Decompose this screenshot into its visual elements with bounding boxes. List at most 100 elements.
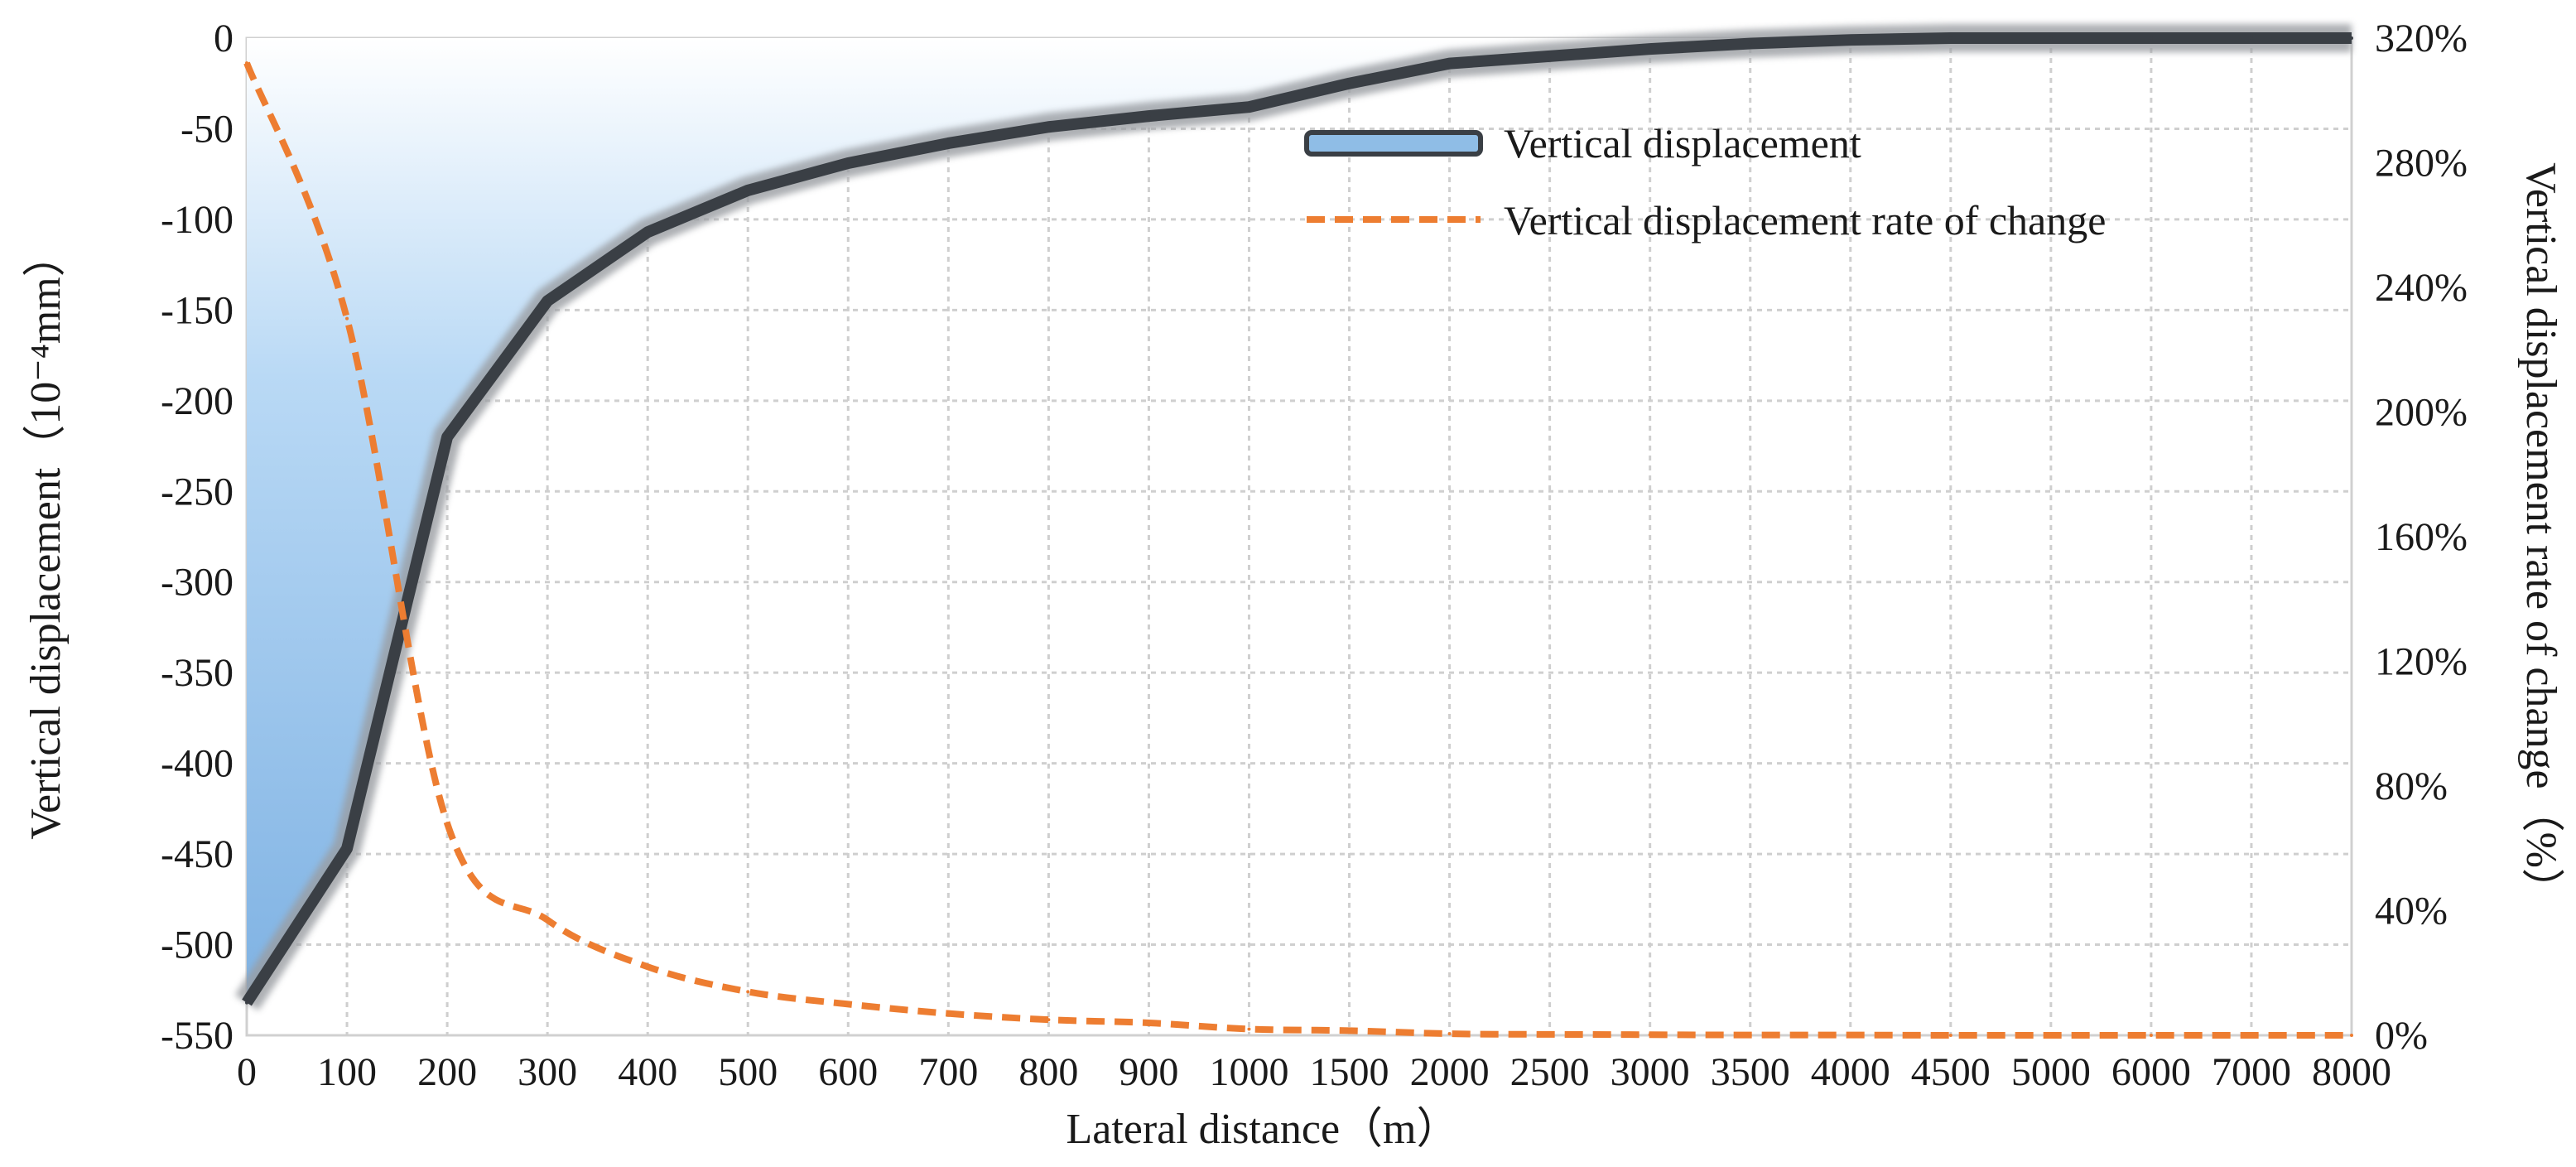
legend-label-rate-of-change: Vertical displacement rate of change: [1504, 197, 2106, 244]
vertical-displacement-point: [946, 141, 951, 145]
rate-of-change-line: [243, 61, 2352, 1039]
x-tick-label: 8000: [2312, 1050, 2391, 1094]
x-tick-label: 7000: [2212, 1050, 2291, 1094]
y2-tick-label: 160%: [2375, 515, 2468, 559]
rate-of-change-point: [846, 1002, 850, 1006]
vertical-displacement-point: [245, 1001, 248, 1005]
vertical-displacement-point: [345, 846, 349, 851]
rate-of-change-point: [1247, 1027, 1251, 1031]
area-edge-line: [242, 32, 2352, 1006]
y-tick-label: -400: [161, 742, 234, 786]
y2-tick-label: 120%: [2375, 640, 2468, 684]
y-tick-label: -250: [161, 470, 234, 514]
vertical-displacement-point: [2249, 36, 2253, 40]
y-tick-label: -500: [161, 923, 234, 967]
vertical-displacement-point: [1247, 105, 1251, 109]
vertical-displacement-point: [546, 299, 550, 303]
x-tick-label: 2000: [1410, 1050, 1490, 1094]
y-axis-left-ticks: 0 -50 -100 -150 -200 -250 -300 -350 -400 -450 -500…: [161, 17, 234, 1058]
line-series-rate-of-change: [243, 61, 2353, 1039]
y-axis-right-title: Vertical displacement rate of change（%）: [2517, 162, 2564, 911]
vertical-displacement-point: [1648, 47, 1652, 51]
rate-of-change-point: [746, 990, 750, 994]
y-axis-right-ticks: 0% 40% 80% 120% 160% 200% 240% 280% 320%: [2375, 17, 2468, 1058]
y-tick-label: 0: [214, 17, 234, 60]
rate-of-change-point: [2149, 1034, 2153, 1037]
vertical-displacement-point: [1748, 41, 1752, 46]
x-tick-label: 700: [918, 1050, 978, 1094]
x-tick-label: 2500: [1510, 1050, 1590, 1094]
x-tick-label: 4500: [1911, 1050, 1991, 1094]
rate-of-change-point: [245, 61, 248, 65]
x-tick-label: 4000: [1811, 1050, 1890, 1094]
x-tick-label: 900: [1119, 1050, 1178, 1094]
x-tick-label: 300: [518, 1050, 577, 1094]
y2-tick-label: 240%: [2375, 266, 2468, 310]
vertical-displacement-point: [2049, 36, 2053, 40]
x-tick-label: 1500: [1310, 1050, 1389, 1094]
x-tick-label: 3000: [1611, 1050, 1690, 1094]
rate-of-change-point: [1848, 1033, 1852, 1037]
rate-of-change-point: [1147, 1020, 1151, 1025]
y-tick-label: -300: [161, 561, 234, 605]
y-axis-left-title: Vertical displacement（10⁻⁴mm）: [22, 234, 70, 840]
legend-label-vertical-displacement: Vertical displacement: [1504, 120, 1861, 166]
vertical-displacement-point: [1447, 61, 1452, 65]
y2-tick-label: 320%: [2375, 17, 2468, 60]
y-tick-label: -50: [181, 107, 234, 151]
area-series-vertical-displacement: [234, 24, 2353, 1010]
vertical-displacement-point: [2350, 36, 2353, 40]
rate-of-change-point: [2249, 1034, 2253, 1037]
y-tick-label: -350: [161, 651, 234, 695]
y2-tick-label: 280%: [2375, 142, 2468, 186]
y-tick-label: -200: [161, 379, 234, 423]
y2-tick-label: 0%: [2375, 1014, 2428, 1058]
vertical-displacement-point: [1548, 54, 1552, 58]
x-tick-label: 6000: [2111, 1050, 2191, 1094]
rate-of-change-point: [2049, 1034, 2053, 1037]
y2-tick-label: 200%: [2375, 391, 2468, 435]
rate-of-change-point: [1347, 1029, 1351, 1033]
x-tick-label: 800: [1018, 1050, 1078, 1094]
x-axis-title: Lateral distance（m）: [1066, 1106, 1459, 1153]
vertical-displacement-point: [746, 188, 750, 192]
vertical-displacement-point: [1347, 81, 1351, 85]
rate-of-change-point: [1948, 1034, 1952, 1037]
rate-of-change-point: [646, 965, 650, 969]
rate-of-change-point: [345, 316, 349, 321]
y-tick-label: -550: [161, 1014, 234, 1058]
y-tick-label: -450: [161, 832, 234, 876]
x-tick-label: 5000: [2011, 1050, 2091, 1094]
rate-of-change-point: [1548, 1032, 1552, 1036]
rate-of-change-point: [946, 1011, 951, 1015]
rate-of-change-point: [546, 918, 550, 922]
rate-of-change-point: [2350, 1034, 2353, 1037]
y-tick-label: -150: [161, 288, 234, 332]
x-tick-label: 1000: [1209, 1050, 1288, 1094]
x-tick-label: 600: [818, 1050, 878, 1094]
legend-swatch-vertical-displacement: [1304, 130, 1483, 157]
y2-tick-label: 80%: [2375, 764, 2448, 808]
vertical-displacement-point: [445, 435, 450, 439]
rate-of-change-point: [1748, 1033, 1752, 1037]
x-tick-label: 100: [317, 1050, 377, 1094]
x-tick-label: 200: [417, 1050, 477, 1094]
x-tick-label: 400: [618, 1050, 677, 1094]
vertical-displacement-point: [1047, 125, 1051, 129]
x-tick-label: 3500: [1711, 1050, 1790, 1094]
x-tick-label: 500: [718, 1050, 778, 1094]
vertical-displacement-point: [1848, 38, 1852, 42]
y2-tick-label: 40%: [2375, 890, 2448, 933]
vertical-displacement-point: [2149, 36, 2153, 40]
rate-of-change-point: [445, 822, 450, 826]
vertical-displacement-point: [846, 162, 850, 166]
rate-of-change-point: [1047, 1018, 1051, 1022]
vertical-displacement-point: [1948, 36, 1952, 40]
vertical-displacement-point: [646, 230, 650, 234]
vertical-displacement-point: [1147, 114, 1151, 118]
rate-of-change-point: [1648, 1033, 1652, 1037]
y-tick-label: -100: [161, 198, 234, 242]
rate-of-change-point: [1447, 1032, 1452, 1036]
